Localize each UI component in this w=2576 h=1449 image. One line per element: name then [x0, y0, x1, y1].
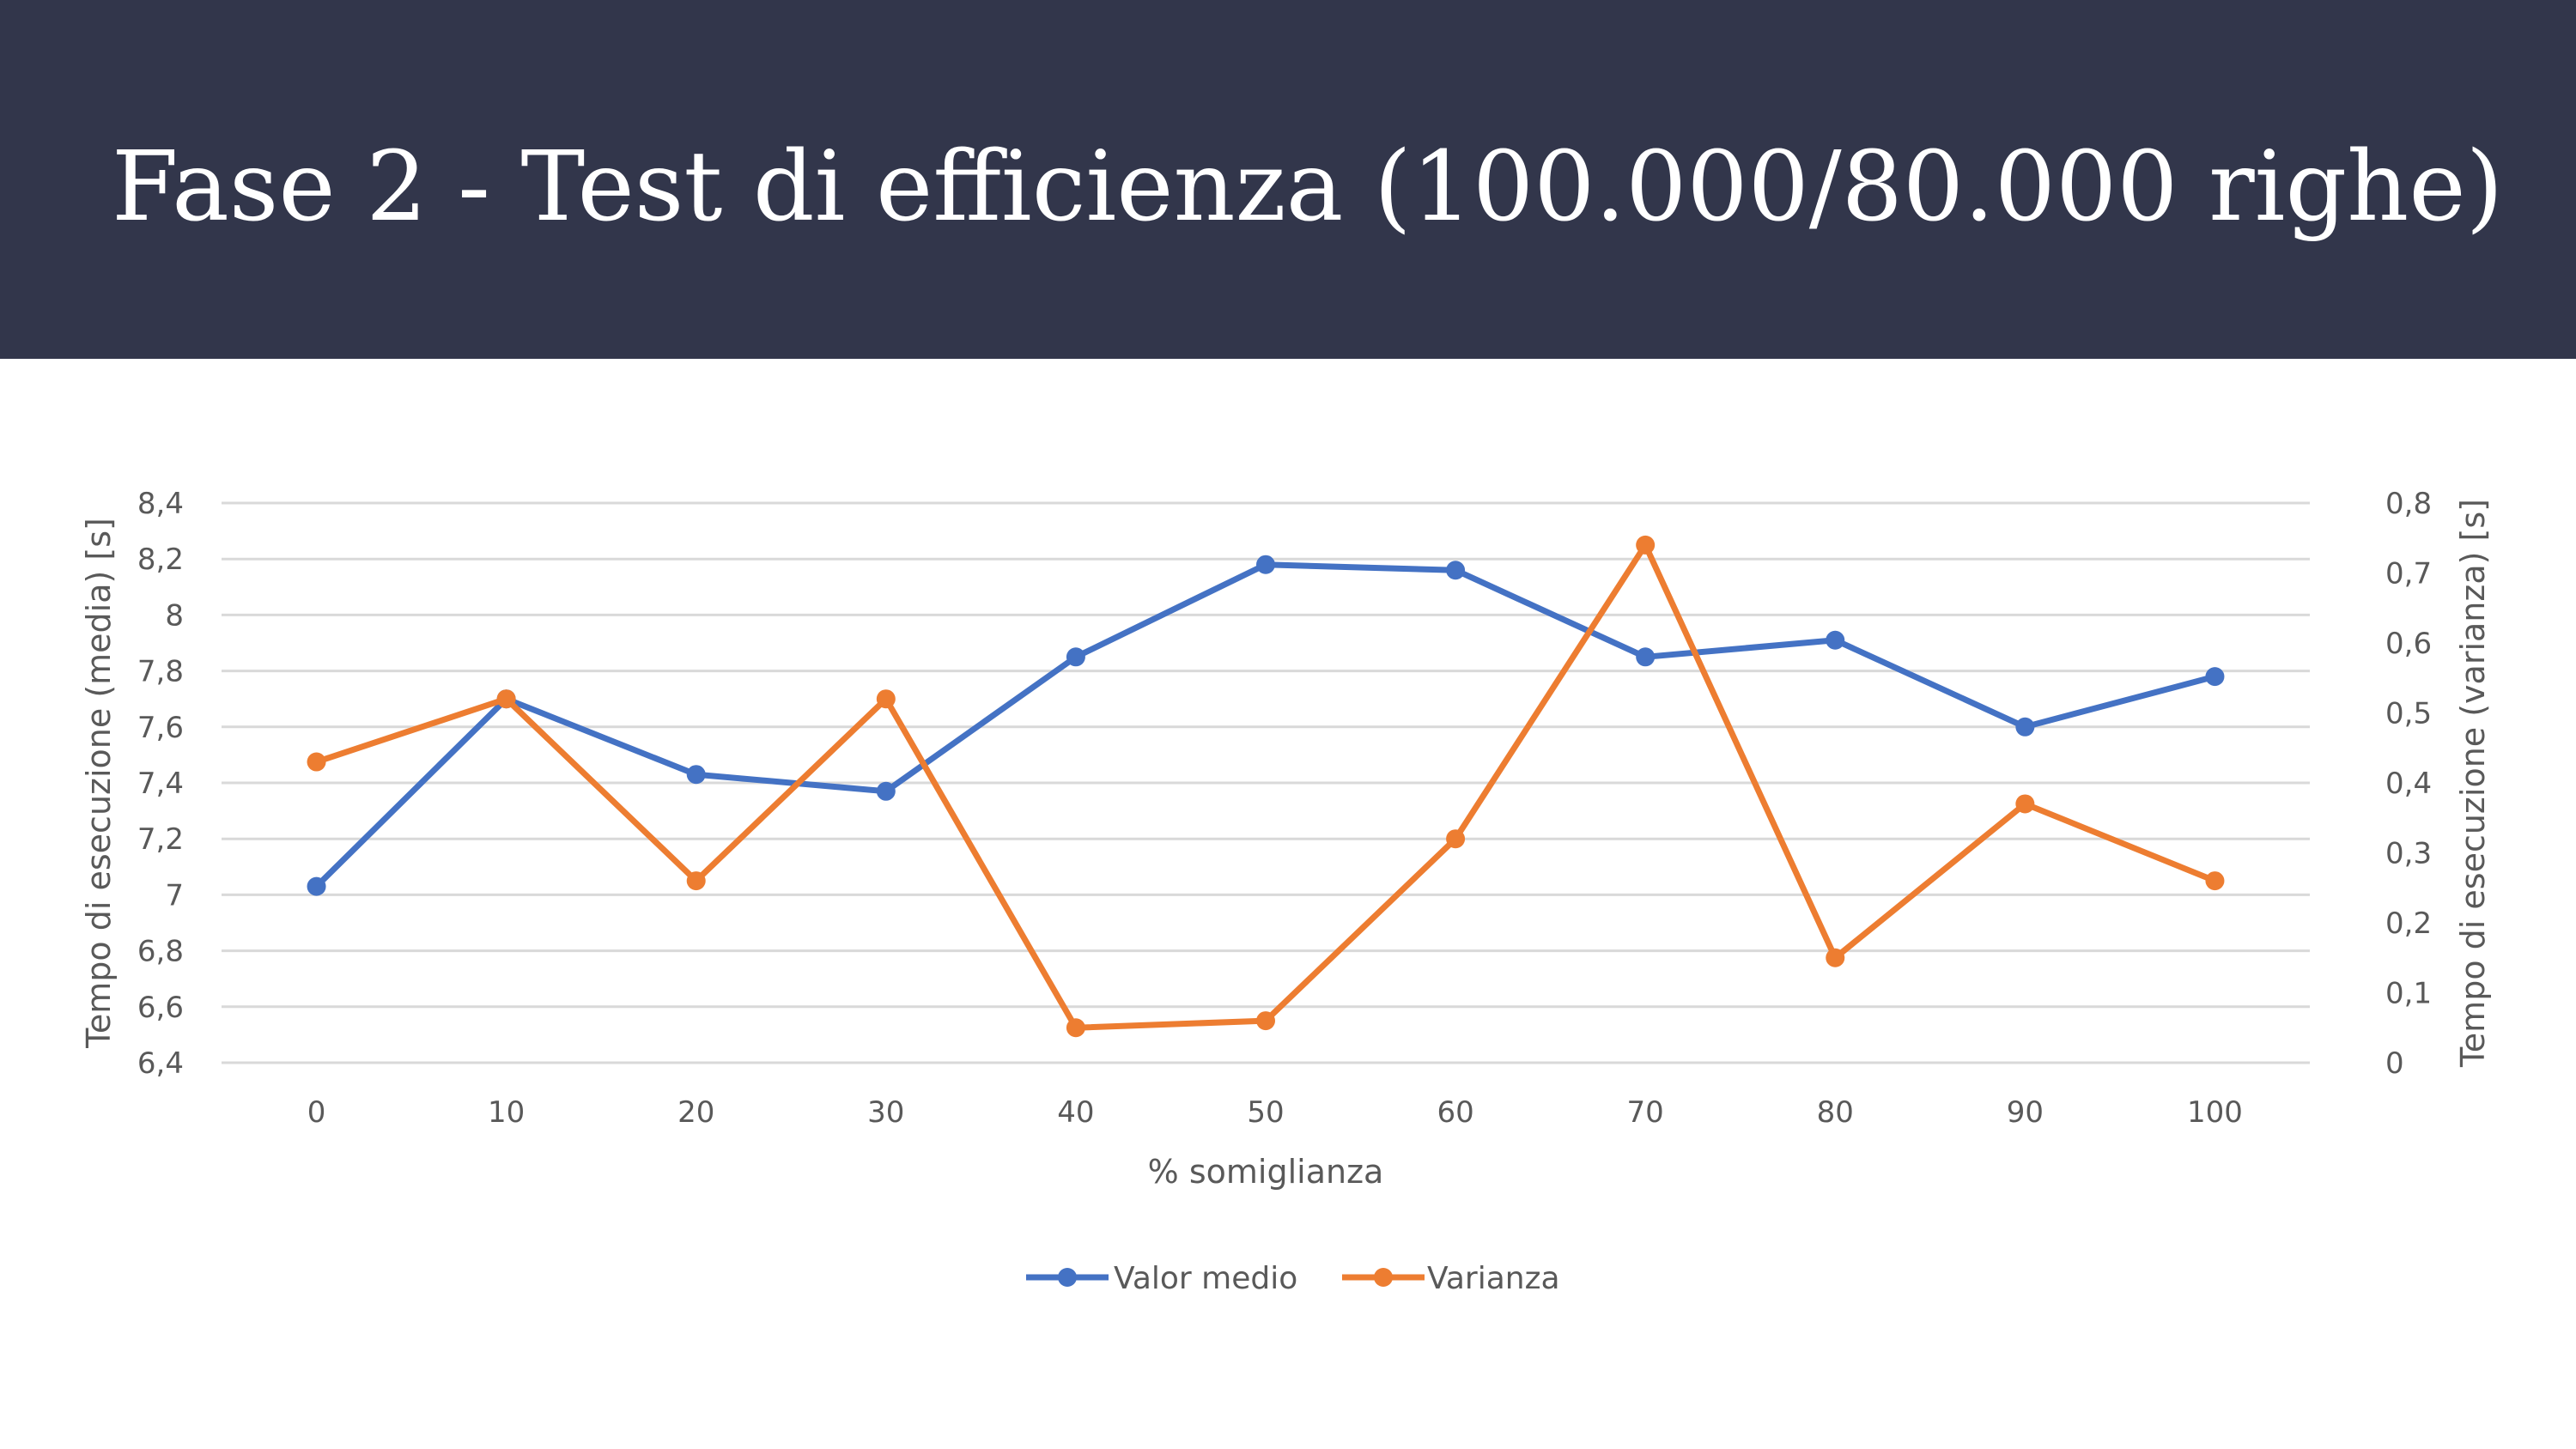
x-tick-label: 50: [1247, 1095, 1284, 1130]
x-tick-label: 70: [1627, 1095, 1664, 1130]
slide-title: Fase 2 - Test di efficienza (100.000/80.…: [112, 131, 2504, 243]
data-point: [1636, 535, 1656, 555]
series-varianza: [307, 535, 2225, 1038]
y2-tick-label: 0,7: [2385, 557, 2432, 591]
y2-tick-label: 0,6: [2385, 627, 2432, 661]
data-point: [2015, 794, 2035, 814]
data-point: [1066, 1018, 1085, 1038]
y2-tick-label: 0,4: [2385, 767, 2432, 801]
y-tick-label: 6,4: [137, 1046, 184, 1081]
y2-tick-label: 0,5: [2385, 697, 2432, 731]
y-tick-label: 7,2: [137, 822, 184, 857]
x-tick-label: 90: [2007, 1095, 2044, 1130]
data-point: [1636, 647, 1656, 667]
x-tick-label: 0: [307, 1095, 326, 1130]
legend-marker-valor-medio: [1058, 1268, 1077, 1287]
data-point: [307, 752, 326, 772]
y2-tick-label: 0,2: [2385, 906, 2432, 941]
data-point: [496, 689, 516, 709]
y-axis-right-ticks: 0 0,1 0,2 0,3 0,4 0,5 0,6 0,7 0,8: [2385, 487, 2432, 1081]
data-point: [2205, 667, 2225, 687]
x-tick-label: 40: [1057, 1095, 1094, 1130]
series-line: [313, 542, 2218, 1031]
line-chart: 6,4 6,6 6,8 7 7,2 7,4 7,6 7,8 8 8,2 8,4 0 0,1 0,2 0,3…: [80, 487, 2492, 1296]
data-point: [686, 871, 706, 891]
series-valor-medio: [307, 555, 2225, 896]
y2-tick-label: 0: [2385, 1046, 2404, 1081]
slide-header: Fase 2 - Test di efficienza (100.000/80.…: [0, 0, 2576, 359]
y-tick-label: 8,4: [137, 487, 184, 521]
data-point: [2015, 717, 2035, 737]
legend-marker-varianza: [1374, 1268, 1393, 1287]
y-tick-label: 8: [165, 598, 184, 633]
x-tick-label: 10: [488, 1095, 525, 1130]
x-tick-label: 80: [1817, 1095, 1854, 1130]
data-point: [1826, 630, 1845, 650]
x-tick-label: 20: [677, 1095, 714, 1130]
data-point: [1256, 1011, 1275, 1031]
x-axis-title: % somiglianza: [1148, 1153, 1384, 1191]
y-tick-label: 7,6: [137, 711, 184, 745]
series-lines: [307, 535, 2225, 1038]
y2-tick-label: 0,8: [2385, 487, 2432, 521]
x-tick-label: 30: [867, 1095, 904, 1130]
data-point: [2205, 871, 2225, 891]
data-point: [1446, 829, 1466, 849]
grid-lines: [222, 501, 2310, 1064]
legend-label-varianza: Varianza: [1427, 1261, 1560, 1296]
data-point: [686, 765, 706, 785]
y-tick-label: 7: [165, 878, 184, 912]
y-tick-label: 6,8: [137, 935, 184, 969]
y-tick-label: 7,4: [137, 767, 184, 801]
data-point: [1446, 561, 1466, 580]
y-tick-label: 7,8: [137, 655, 184, 689]
y-axis-left-title: Tempo di esecuzione (media) [s]: [80, 518, 118, 1049]
legend-label-valor-medio: Valor medio: [1114, 1261, 1297, 1296]
y2-tick-label: 0,3: [2385, 837, 2432, 871]
x-tick-label: 60: [1437, 1095, 1473, 1130]
legend: Valor medio Varianza: [1026, 1261, 1560, 1296]
data-point: [1826, 948, 1845, 967]
data-point: [1066, 647, 1085, 667]
y-tick-label: 6,6: [137, 991, 184, 1025]
data-point: [307, 876, 326, 896]
y-axis-right-title: Tempo di esecuzione (varianza) [s]: [2454, 499, 2492, 1068]
data-point: [876, 781, 896, 801]
x-tick-label: 100: [2187, 1095, 2243, 1130]
y2-tick-label: 0,1: [2385, 977, 2432, 1011]
data-point: [876, 689, 896, 709]
x-axis-ticks: 0 10 20 30 40 50 60 70 80 90 100: [307, 1095, 2243, 1130]
data-point: [1256, 555, 1275, 574]
y-tick-label: 8,2: [137, 543, 184, 577]
y-axis-left-ticks: 6,4 6,6 6,8 7 7,2 7,4 7,6 7,8 8 8,2 8,4: [137, 487, 184, 1081]
